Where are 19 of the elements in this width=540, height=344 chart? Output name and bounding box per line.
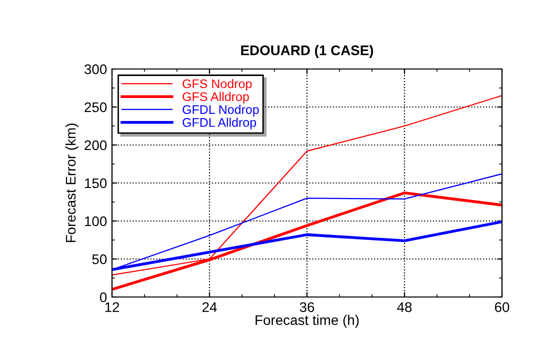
x-axis-title: Forecast time (h) bbox=[256, 314, 359, 328]
y-tick-label: 200 bbox=[84, 140, 107, 150]
legend-label: GFDL Alldrop bbox=[182, 118, 256, 130]
x-tick-label: 24 bbox=[202, 302, 217, 312]
y-tick-label: 0 bbox=[100, 292, 107, 302]
legend-label: GFS Nodrop bbox=[182, 79, 252, 91]
x-tick-label: 12 bbox=[105, 302, 120, 312]
x-tick-label: 48 bbox=[397, 302, 412, 312]
x-tick-label: 60 bbox=[494, 302, 510, 312]
legend-label: GFDL Nodrop bbox=[182, 104, 259, 116]
y-tick-label: 50 bbox=[92, 254, 107, 264]
legend-label: GFS Alldrop bbox=[182, 92, 249, 104]
y-tick-label: 300 bbox=[84, 64, 107, 74]
chart-title: EDOUARD (1 CASE) bbox=[241, 45, 374, 58]
y-tick-label: 250 bbox=[84, 102, 107, 112]
x-tick-label: 36 bbox=[300, 302, 314, 312]
y-tick-label: 150 bbox=[85, 178, 107, 188]
y-tick-label: 100 bbox=[85, 216, 107, 226]
y-axis-title: Forecast Error (km) bbox=[65, 124, 78, 242]
